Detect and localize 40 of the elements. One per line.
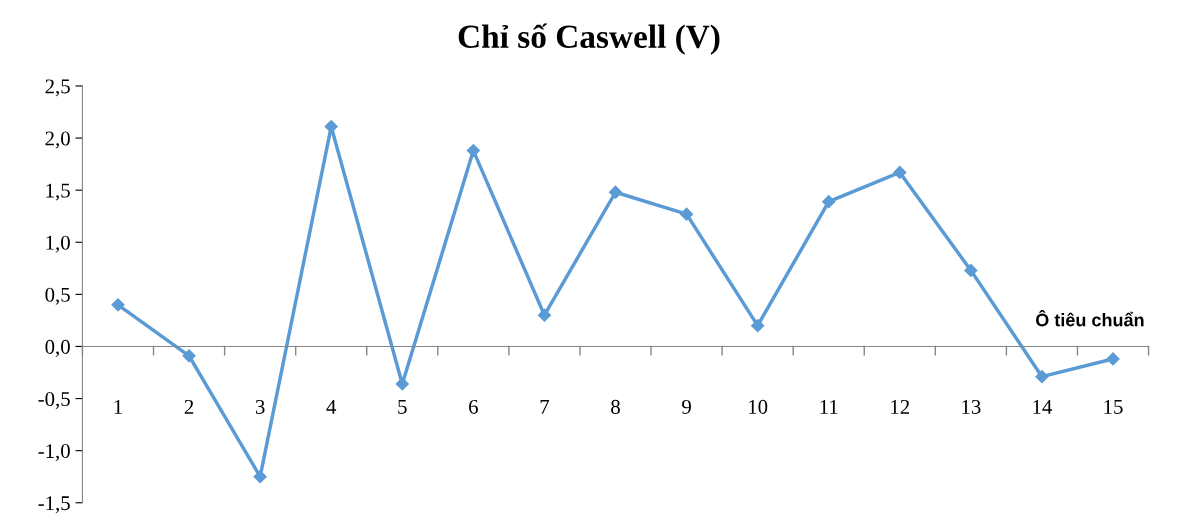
point xyxy=(253,470,267,484)
point xyxy=(751,319,765,333)
y-tick-label: -1,0 xyxy=(38,444,70,462)
point xyxy=(893,165,907,180)
x-tick-label: 10 xyxy=(749,399,768,414)
x-tick-label: 7 xyxy=(540,400,550,414)
y-tick-label: 0,5 xyxy=(45,287,70,305)
point xyxy=(182,349,196,363)
y-tick-label: -1,5 xyxy=(38,496,70,514)
y-tick-label: 2,0 xyxy=(45,131,70,149)
point xyxy=(1106,352,1120,366)
point xyxy=(608,185,623,199)
x-tick-label: 5 xyxy=(398,400,407,414)
y-tick-label: 0,0 xyxy=(45,339,70,357)
point xyxy=(466,143,480,158)
point xyxy=(537,308,552,322)
x-tick-label: 15 xyxy=(1104,399,1123,414)
x-tick-label: 9 xyxy=(682,399,691,414)
x-tick-label: 11 xyxy=(820,399,838,414)
point xyxy=(1035,370,1049,384)
x-tick-label: 6 xyxy=(469,399,478,414)
x-axis-title: Ô tiêu chuẩn xyxy=(1035,310,1144,327)
x-tick-label: 12 xyxy=(891,399,910,414)
chart-title: Chỉ số Caswell (V) xyxy=(458,23,720,55)
point xyxy=(822,195,836,209)
y-tick-label: -0,5 xyxy=(38,391,70,409)
x-tick-label: 1 xyxy=(114,399,122,414)
x-tick-label: 13 xyxy=(962,399,981,414)
y-tick-label: 1,5 xyxy=(46,183,70,201)
point xyxy=(679,207,694,221)
point xyxy=(111,298,125,312)
x-tick-label: 14 xyxy=(1033,399,1053,414)
x-tick-label: 4 xyxy=(326,399,337,414)
y-tick-label: 2,5 xyxy=(45,79,70,97)
x-tick-label: 2 xyxy=(184,399,194,414)
x-tick-label: 8 xyxy=(611,399,620,414)
x-tick-label: 3 xyxy=(255,399,265,414)
point xyxy=(395,377,409,391)
y-tick-label: 1,0 xyxy=(46,235,70,253)
point xyxy=(964,263,978,277)
